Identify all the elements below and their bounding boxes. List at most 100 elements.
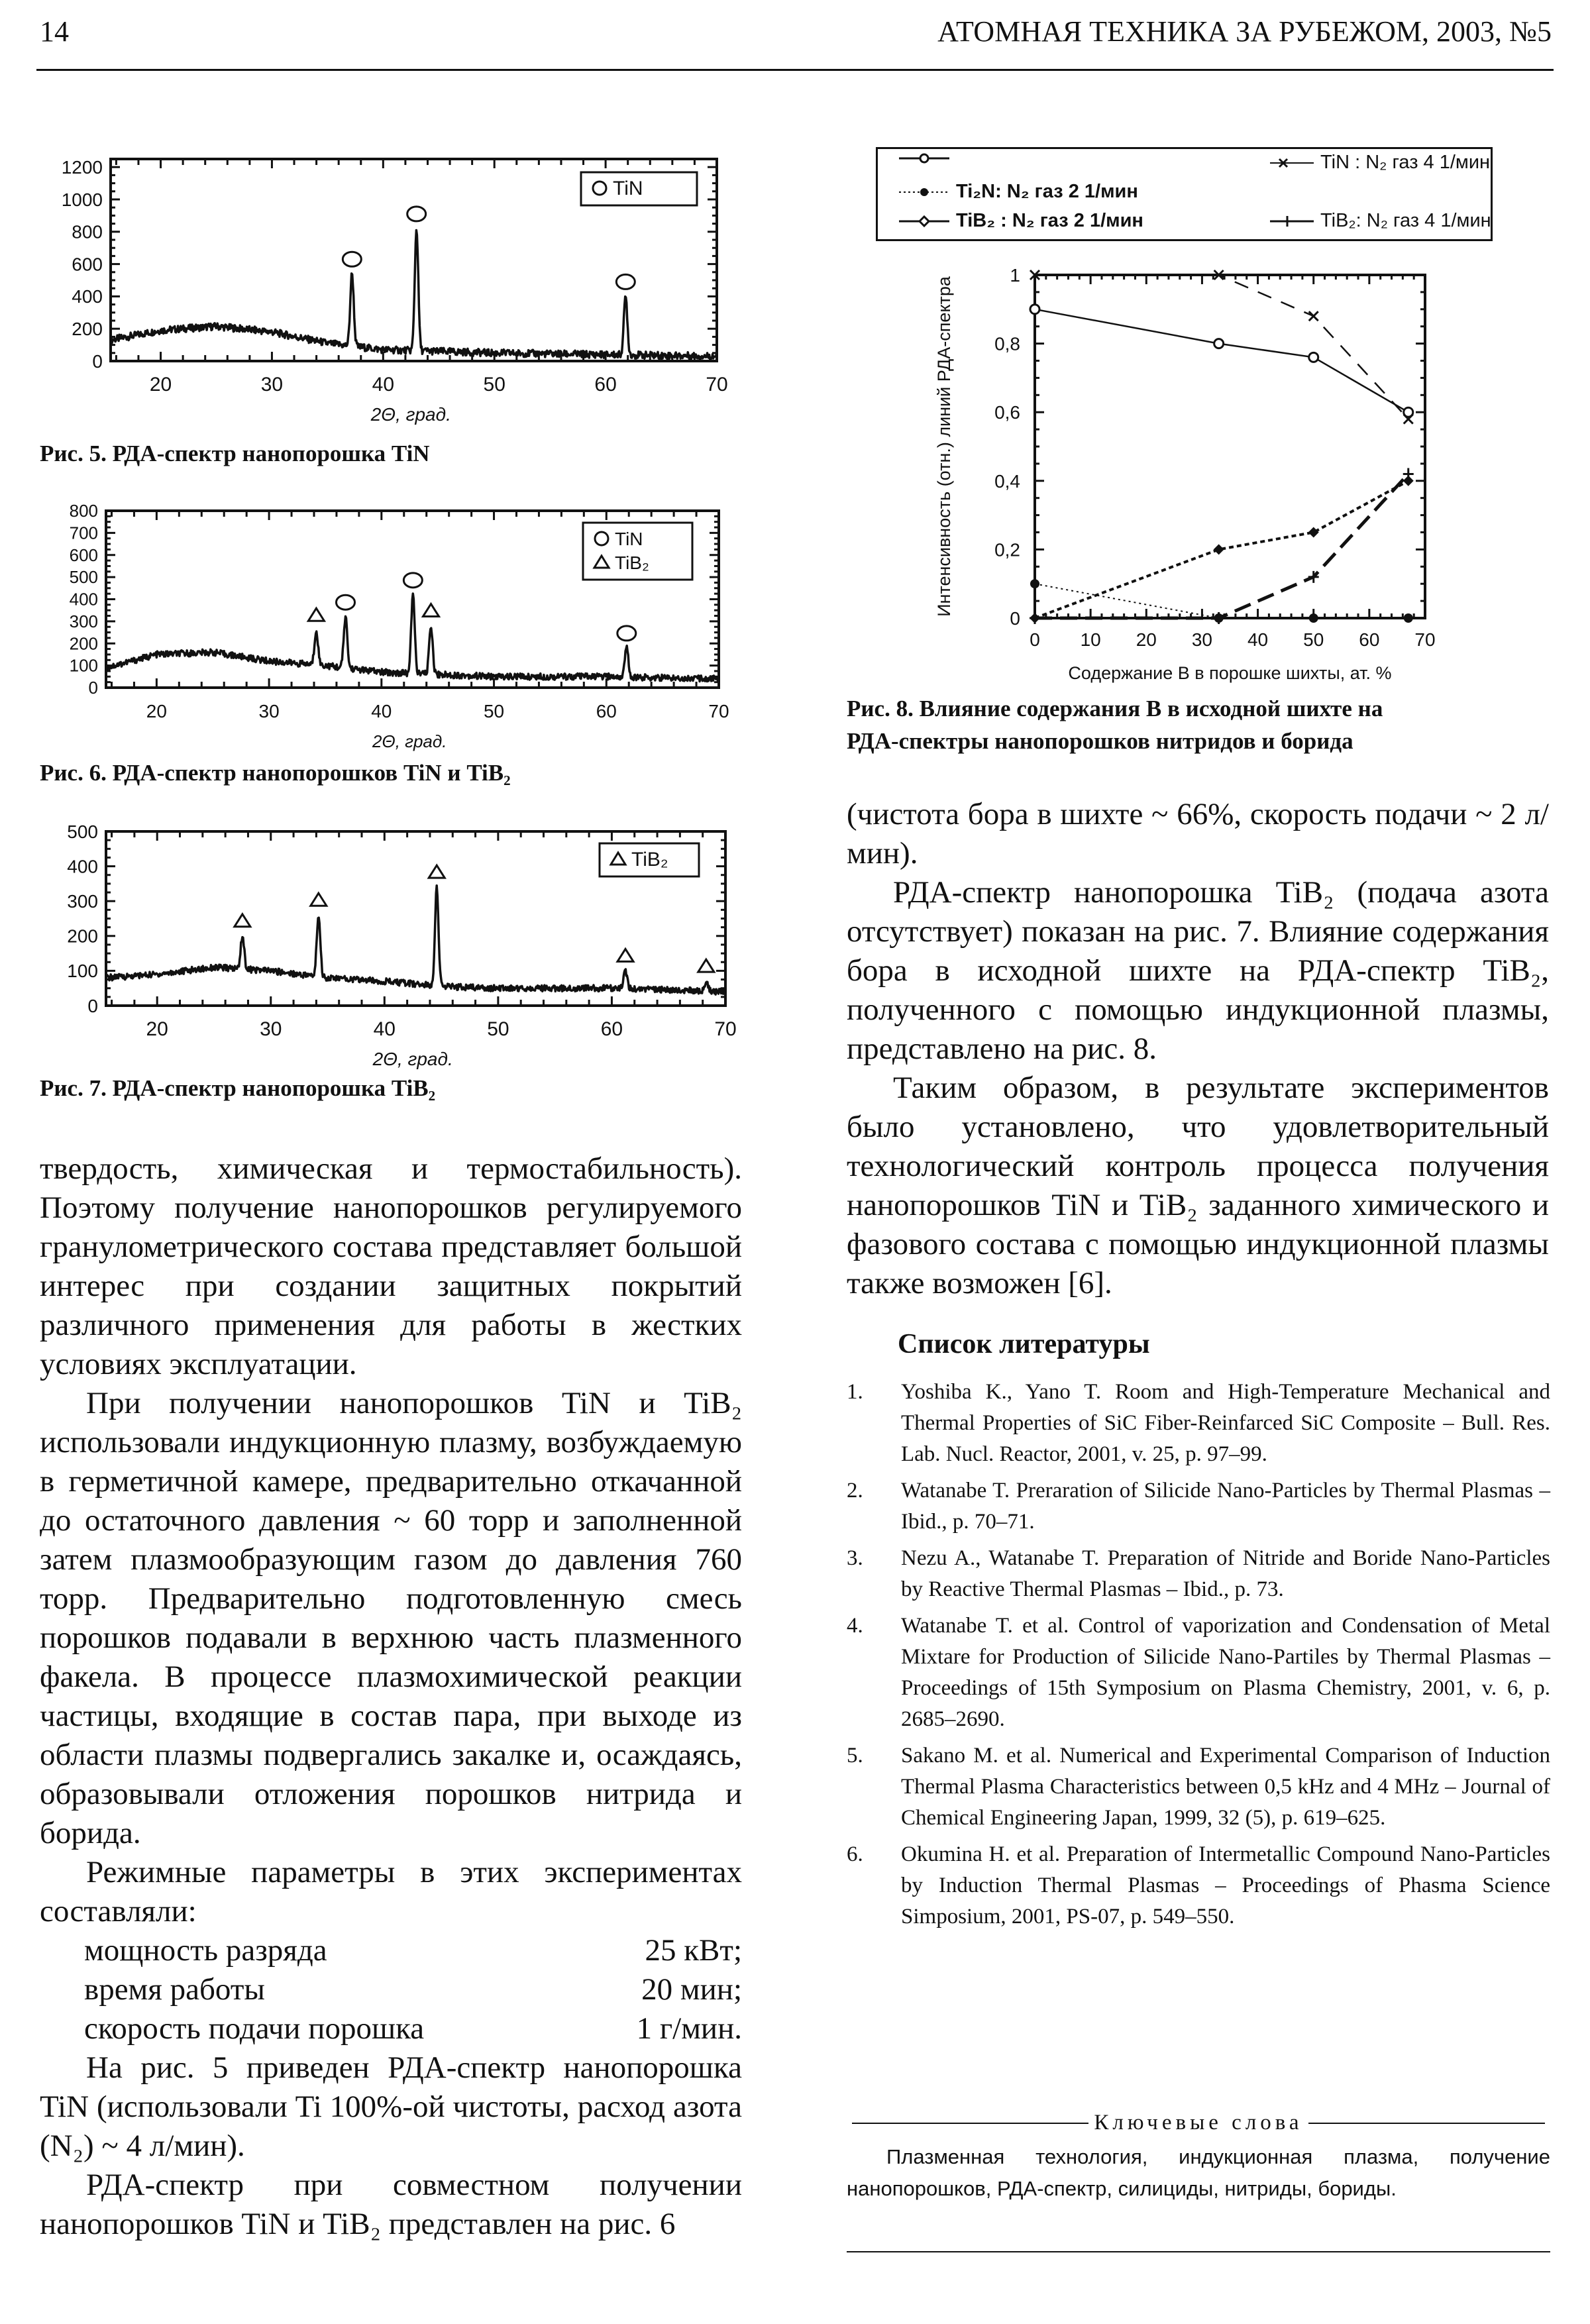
data-point-diamond	[1308, 527, 1319, 538]
data-point-diamond	[1403, 475, 1414, 486]
x-axis-label: 2Θ, град.	[372, 1049, 453, 1069]
legend-label: TiN	[615, 529, 643, 549]
reference-number: 3.	[847, 1546, 863, 1570]
figure-8-caption: Рис. 8. Влияние содержания В в исходной …	[847, 692, 1383, 757]
legend-item: TiB₂ : N₂ газ 2 1/мин	[898, 210, 1143, 232]
parameter-value: 20 мин;	[641, 1972, 742, 2007]
x-tick-label: 30	[259, 701, 280, 721]
y-tick-label: 800	[70, 501, 98, 521]
x-tick-label: 0	[1030, 629, 1040, 650]
reference-text: Watanabe T. et al. Control of vaporizati…	[901, 1614, 1550, 1731]
data-point-plus	[1308, 570, 1319, 583]
data-point-dot	[1403, 613, 1413, 623]
data-point-circle	[1213, 338, 1225, 350]
journal-title: АТОМНАЯ ТЕХНИКА ЗА РУБЕЖОМ, 2003, №5	[937, 15, 1552, 48]
legend-label: TiB₂ : N₂ газ 2 1/мин	[956, 210, 1143, 231]
peak-marker-circle-icon	[402, 572, 423, 589]
y-tick-label: 300	[67, 891, 98, 912]
y-tick-label: 600	[72, 254, 103, 274]
figure-8-legend: TiN : N₂ газ 4 1/мин Ti₂N: N₂ газ 2 1/ми…	[876, 147, 1493, 241]
series-line	[1034, 583, 1408, 619]
figure-5-chart: 20 30 40 50 60 70 0 200 400 600 800 1000 1200 2Θ, гра…	[62, 157, 728, 425]
y-tick-label: 0	[89, 678, 98, 698]
references-list: 1. Yoshiba K., Yano T. Room and High-Temp…	[847, 1377, 1550, 1938]
figure-8-caption-line: РДА-спектры нанопорошков нитридов и бори…	[847, 728, 1353, 754]
data-point-dot	[1308, 613, 1318, 623]
y-tick-label: 300	[70, 611, 98, 631]
legend-label: TiB₂: N₂ газ 4 1/мин	[1320, 210, 1491, 231]
divider	[852, 2122, 1089, 2124]
x-tick-label: 40	[372, 374, 394, 396]
legend-item: TiN : N₂ газ 4 1/мин	[1269, 152, 1490, 174]
x-tick-label: 20	[150, 374, 172, 396]
legend-triangle-icon	[592, 554, 611, 569]
legend-label: TiB₂	[631, 849, 668, 871]
parameter-value: 25 кВт;	[645, 1933, 742, 1968]
parameter-row: скорость подачи порошка 1 г/мин.	[40, 2009, 742, 2048]
paragraph: РДА-спектр при совместном получении нано…	[40, 2168, 742, 2241]
parameter-value: 1 г/мин.	[636, 2011, 742, 2046]
parameter-name: мощность разряда	[84, 1933, 327, 1968]
legend-item: TiB₂: N₂ газ 4 1/мин	[1269, 210, 1491, 232]
y-tick-label: 0,2	[994, 539, 1020, 560]
y-tick-label: 800	[72, 222, 103, 242]
series-line	[1035, 274, 1409, 420]
y-tick-label: 500	[67, 821, 98, 842]
reference-number: 1.	[847, 1380, 863, 1404]
figure-8-caption-line: Рис. 8. Влияние содержания В в исходной …	[847, 696, 1383, 721]
parameter-name: время работы	[84, 1972, 265, 2007]
y-tick-label: 200	[70, 633, 98, 653]
x-tick-label: 40	[374, 1018, 396, 1040]
x-tick-label: 40	[371, 701, 392, 721]
x-tick-label: 50	[487, 1018, 509, 1040]
x-tick-label: 40	[1247, 629, 1268, 650]
series-line	[1034, 308, 1409, 413]
spectrum-line	[105, 884, 727, 996]
chart-legend	[580, 171, 698, 207]
keywords-text: Плазменная технология, индукционная плаз…	[847, 2145, 1550, 2200]
data-point-plus	[1213, 612, 1224, 624]
reference-text: Nezu A., Watanabe T. Preparation of Nitr…	[901, 1546, 1550, 1601]
peak-marker-triangle-icon	[421, 602, 441, 618]
divider	[1308, 2122, 1545, 2124]
y-tick-label: 1	[1010, 265, 1020, 286]
peak-marker-triangle-icon	[309, 891, 329, 907]
data-point-circle	[1403, 406, 1414, 418]
x-tick-label: 50	[484, 374, 505, 396]
reference-item: 5. Sakano M. et al. Numerical and Experim…	[847, 1740, 1550, 1834]
legend-sample-diamond-dash	[899, 215, 949, 227]
data-point-x	[1213, 269, 1224, 281]
x-tick-label: 50	[484, 701, 504, 721]
spectrum-line	[105, 592, 719, 683]
y-tick-label: 0,6	[994, 402, 1020, 423]
series-line	[1035, 472, 1410, 620]
x-tick-label: 30	[1192, 629, 1212, 650]
legend-item	[898, 152, 956, 165]
page-number: 14	[40, 15, 69, 48]
x-tick-label: 70	[708, 701, 729, 721]
x-tick-label: 60	[596, 701, 617, 721]
legend-item: Ti₂N: N₂ газ 2 1/мин	[898, 181, 1138, 203]
legend-label: TiN : N₂ газ 4 1/мин	[1320, 152, 1491, 173]
x-tick-label: 60	[1359, 629, 1379, 650]
y-tick-label: 400	[70, 590, 98, 609]
keywords-heading-text: Ключевые слова	[1094, 2111, 1303, 2135]
paragraph: твердость, химическая и термостабильност…	[40, 1151, 742, 1381]
peak-marker-circle-icon	[341, 250, 362, 268]
reference-number: 2.	[847, 1479, 863, 1503]
legend-circle-icon	[594, 531, 610, 547]
reference-item: 6. Okumina H. et al. Preparation of Inter…	[847, 1839, 1550, 1932]
peak-marker-triangle-icon	[696, 957, 716, 973]
data-point-dot	[1030, 579, 1039, 589]
reference-number: 4.	[847, 1614, 863, 1638]
legend-label: TiB₂	[615, 553, 649, 573]
y-tick-label: 600	[70, 545, 98, 565]
reference-item: 1. Yoshiba K., Yano T. Room and High-Temp…	[847, 1377, 1550, 1470]
parameter-row: время работы 20 мин;	[40, 1970, 742, 2009]
reference-text: Yoshiba K., Yano T. Room and High-Temper…	[901, 1380, 1550, 1466]
x-tick-label: 70	[1414, 629, 1435, 650]
paragraph: (чистота бора в шихте ~ 66%, скорость по…	[847, 797, 1549, 871]
right-column-text: (чистота бора в шихте ~ 66%, скорость по…	[847, 795, 1549, 1303]
reference-item: 4. Watanabe T. et al. Control of vaporiza…	[847, 1611, 1550, 1735]
footer-rule	[847, 2251, 1550, 2252]
